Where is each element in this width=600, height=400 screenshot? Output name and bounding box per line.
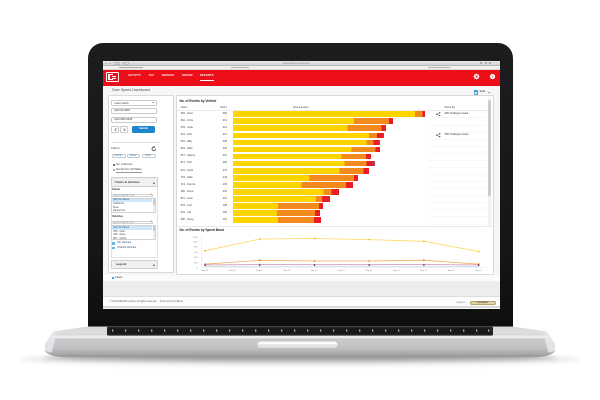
svg-text:600: 600 bbox=[194, 252, 198, 254]
svg-text:1000: 1000 bbox=[193, 242, 198, 244]
svg-text:200: 200 bbox=[194, 262, 198, 264]
svg-text:800: 800 bbox=[194, 247, 198, 249]
svg-text:?: ? bbox=[491, 74, 494, 79]
svg-text:400: 400 bbox=[194, 257, 198, 259]
svg-text:1200: 1200 bbox=[193, 237, 198, 239]
svg-text:0: 0 bbox=[196, 268, 198, 270]
